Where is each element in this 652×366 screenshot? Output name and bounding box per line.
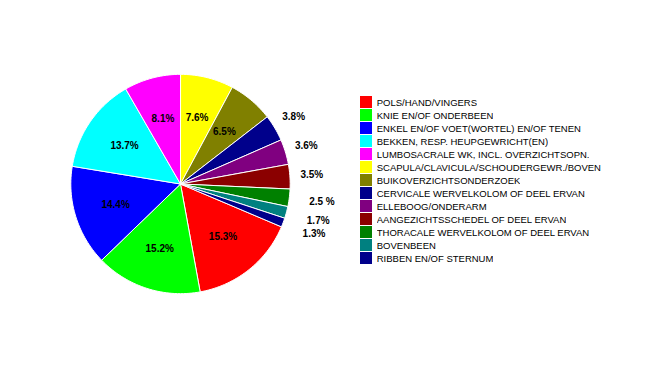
html-text:BOVENBEEN: BOVENBEEN [376,239,436,251]
html-text:BEKKEN, RESP. HEUPGEWRICHT(EN): BEKKEN, RESP. HEUPGEWRICHT(EN) [376,135,549,147]
svg-text:3.5%: 3.5% [300,169,323,180]
html-text:BUIKOVERZICHTSONDERZOEK: BUIKOVERZICHTSONDERZOEK [376,174,521,186]
html-text:POLS/HAND/VINGERS: POLS/HAND/VINGERS [376,96,478,108]
html-text:AANGEZICHTSSCHEDEL OF DEEL ERV: AANGEZICHTSSCHEDEL OF DEEL ERVAN [376,213,567,225]
svg-text:7.6%: 7.6% [186,112,209,123]
html-text:ELLEBOOG/ONDERARM: ELLEBOOG/ONDERARM [376,200,487,212]
html-text:THORACALE WERVELKOLOM OF DEEL: THORACALE WERVELKOLOM OF DEEL ERVAN [376,226,590,238]
svg-text:8.1%: 8.1% [152,112,175,123]
svg-text:14.4%: 14.4% [101,198,129,209]
svg-text:1.7%: 1.7% [307,215,330,226]
html-text:ENKEL EN/OF VOET(WORTEL) EN/OF: ENKEL EN/OF VOET(WORTEL) EN/OF TENEN [376,122,581,134]
html-text:SCAPULA/CLAVICULA/SCHOUDERGEWR: SCAPULA/CLAVICULA/SCHOUDERGEWR./BOVEN [376,161,601,173]
svg-text:13.7%: 13.7% [110,139,138,150]
html-text:CERVICALE WERVELKOLOM OF DEEL: CERVICALE WERVELKOLOM OF DEEL ERVAN [376,187,585,199]
svg-text:6.5%: 6.5% [213,126,236,137]
svg-text:2.5 %: 2.5 % [309,196,335,207]
svg-text:3.8%: 3.8% [282,111,305,122]
svg-text:15.2%: 15.2% [146,242,174,253]
svg-text:15.3%: 15.3% [209,231,237,242]
html-text:RIBBEN EN/OF STERNUM: RIBBEN EN/OF STERNUM [376,252,494,264]
svg-text:1.3%: 1.3% [303,228,326,239]
html-text:KNIE EN/OF ONDERBEEN: KNIE EN/OF ONDERBEEN [376,109,494,121]
html-text:LUMBOSACRALE WK, INCL. OVERZIC: LUMBOSACRALE WK, INCL. OVERZICHTSOPN. [376,148,590,160]
svg-text:3.6%: 3.6% [295,139,318,150]
